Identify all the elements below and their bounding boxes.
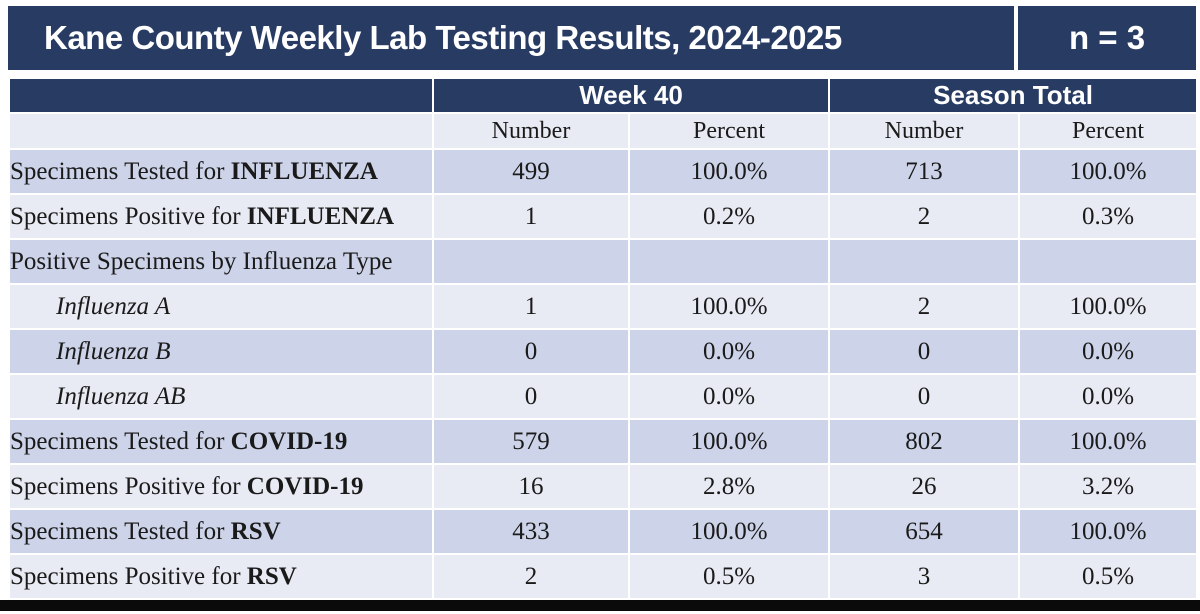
cell-value: 100.0%: [1017, 508, 1199, 555]
row-label: Influenza B: [8, 328, 434, 375]
row-label-bold: INFLUENZA: [230, 157, 378, 185]
cell-value: 0.3%: [1017, 193, 1199, 240]
cell-value: 654: [828, 508, 1020, 555]
cell-value: 100.0%: [1017, 418, 1199, 465]
row-label: Positive Specimens by Influenza Type: [8, 238, 434, 285]
table-row: Specimens Tested for RSV 433 100.0% 654 …: [8, 508, 1199, 555]
cell-value: 0.0%: [628, 373, 830, 420]
subheader-week-percent: Percent: [628, 112, 830, 150]
row-label: Influenza A: [8, 283, 434, 330]
row-label: Influenza AB: [8, 373, 434, 420]
sample-size-badge: n = 3: [1018, 6, 1196, 70]
cell-value: 3: [828, 553, 1020, 600]
cell-value: 579: [432, 418, 630, 465]
table-row: Specimens Positive for RSV 2 0.5% 3 0.5%: [8, 553, 1199, 600]
title-bar: Kane County Weekly Lab Testing Results, …: [8, 6, 1196, 70]
cell-value: 2: [828, 193, 1020, 240]
row-label: Specimens Tested for COVID-19: [8, 418, 434, 465]
cell-value: 3.2%: [1017, 463, 1199, 510]
cell-value: 0.0%: [628, 328, 830, 375]
row-label-text: Influenza AB: [56, 382, 186, 410]
row-label-text: Specimens Tested for: [10, 517, 231, 545]
row-label: Specimens Tested for INFLUENZA: [8, 148, 434, 195]
cell-value: [1017, 238, 1199, 285]
cell-value: 713: [828, 148, 1020, 195]
group-header-row: Week 40 Season Total: [8, 77, 1199, 114]
cell-value: 802: [828, 418, 1020, 465]
corner-cell: [8, 77, 434, 114]
cell-value: 100.0%: [628, 283, 830, 330]
table-row: Specimens Tested for INFLUENZA 499 100.0…: [8, 148, 1199, 195]
cell-value: 26: [828, 463, 1020, 510]
table-row: Specimens Tested for COVID-19 579 100.0%…: [8, 418, 1199, 465]
subheader-week-number: Number: [432, 112, 630, 150]
table-row: Positive Specimens by Influenza Type: [8, 238, 1199, 285]
row-label: Specimens Positive for RSV: [8, 553, 434, 600]
slide-footer-bar: [0, 600, 1200, 611]
cell-value: 433: [432, 508, 630, 555]
cell-value: 0.5%: [1017, 553, 1199, 600]
table-row: Specimens Positive for INFLUENZA 1 0.2% …: [8, 193, 1199, 240]
cell-value: 499: [432, 148, 630, 195]
row-label-bold: COVID-19: [246, 472, 364, 500]
cell-value: [432, 238, 630, 285]
row-label-text: Specimens Positive for: [10, 472, 247, 500]
season-total-header: Season Total: [827, 77, 1199, 114]
cell-value: [828, 238, 1020, 285]
cell-value: 0.2%: [628, 193, 830, 240]
cell-value: 2: [432, 553, 630, 600]
row-label-text: Specimens Positive for: [10, 562, 247, 590]
row-label-bold: COVID-19: [230, 427, 348, 455]
cell-value: 100.0%: [1017, 283, 1199, 330]
table-row: Influenza B 0 0.0% 0 0.0%: [8, 328, 1199, 375]
page-title: Kane County Weekly Lab Testing Results, …: [8, 6, 1014, 70]
row-label-text: Positive Specimens by Influenza Type: [10, 247, 393, 275]
cell-value: 100.0%: [1017, 148, 1199, 195]
row-label: Specimens Tested for RSV: [8, 508, 434, 555]
cell-value: 2: [828, 283, 1020, 330]
cell-value: 100.0%: [628, 148, 830, 195]
row-label-text: Influenza B: [56, 337, 171, 365]
week40-header: Week 40: [432, 77, 830, 114]
row-label-bold: RSV: [230, 517, 281, 545]
row-label-text: Specimens Tested for: [10, 427, 231, 455]
cell-value: 0.0%: [1017, 373, 1199, 420]
cell-value: [628, 238, 830, 285]
row-label-text: Specimens Tested for: [10, 157, 231, 185]
cell-value: 1: [432, 193, 630, 240]
row-label-text: Specimens Positive for: [10, 202, 247, 230]
cell-value: 0.5%: [628, 553, 830, 600]
cell-value: 1: [432, 283, 630, 330]
cell-value: 0: [828, 328, 1020, 375]
table-row: Specimens Positive for COVID-19 16 2.8% …: [8, 463, 1199, 510]
cell-value: 0: [432, 328, 630, 375]
cell-value: 100.0%: [628, 418, 830, 465]
row-label-bold: INFLUENZA: [246, 202, 395, 230]
subheader-season-percent: Percent: [1017, 112, 1199, 150]
row-label-text: Influenza A: [56, 292, 171, 320]
table-row: Influenza AB 0 0.0% 0 0.0%: [8, 373, 1199, 420]
cell-value: 2.8%: [628, 463, 830, 510]
cell-value: 0: [432, 373, 630, 420]
sub-header-row: Number Percent Number Percent: [8, 112, 1199, 150]
subheader-season-number: Number: [828, 112, 1020, 150]
subheader-label-cell: [8, 112, 434, 150]
cell-value: 16: [432, 463, 630, 510]
results-table: Week 40 Season Total Number Percent Numb…: [8, 77, 1199, 600]
cell-value: 0.0%: [1017, 328, 1199, 375]
cell-value: 0: [828, 373, 1020, 420]
row-label: Specimens Positive for COVID-19: [8, 463, 434, 510]
table-row: Influenza A 1 100.0% 2 100.0%: [8, 283, 1199, 330]
cell-value: 100.0%: [628, 508, 830, 555]
row-label: Specimens Positive for INFLUENZA: [8, 193, 434, 240]
row-label-bold: RSV: [246, 562, 297, 590]
